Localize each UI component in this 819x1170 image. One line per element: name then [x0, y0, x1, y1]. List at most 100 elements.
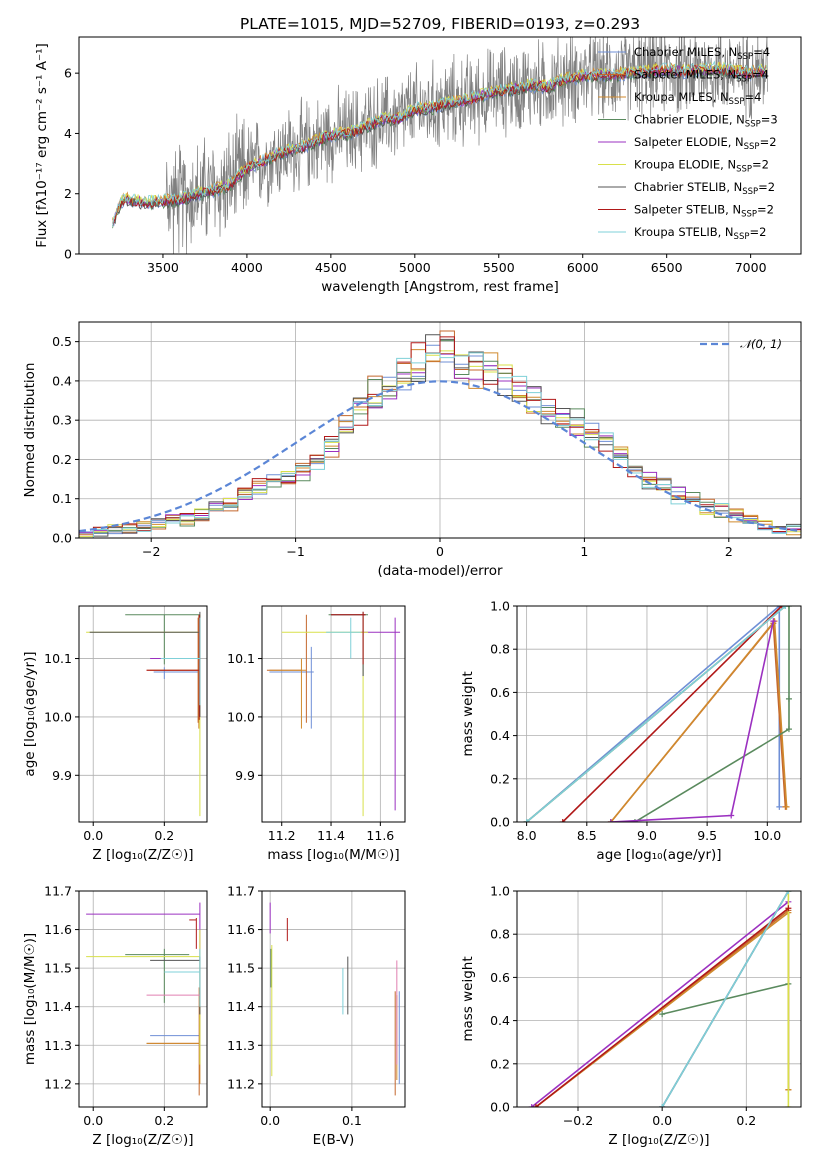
x-tick-label: 0.0	[83, 1113, 103, 1128]
axes-frame	[261, 605, 406, 823]
plot-area-1	[112, 37, 768, 254]
y-tick-label: 11.4	[227, 999, 255, 1014]
y-tick-label: 11.3	[227, 1038, 255, 1053]
x-tick-label: −2	[142, 544, 160, 559]
axes-frame	[516, 605, 802, 823]
y-tick-label: 1.0	[490, 599, 510, 614]
figure-title: PLATE=1015, MJD=52709, FIBERID=0193, z=0…	[240, 15, 640, 33]
legend-value: =4	[753, 45, 770, 59]
x-tick-label: 8.5	[577, 828, 597, 843]
y-tick-label: 0.2	[52, 452, 72, 467]
y-tick-label: 9.9	[235, 768, 255, 783]
cumulative-marker	[532, 1104, 539, 1107]
y-tick-label: 0.8	[490, 927, 510, 942]
legend-label: Chabrier ELODIE, NSSP=3	[634, 113, 778, 130]
legend-value: =4	[752, 68, 769, 82]
plot-area-8	[528, 891, 792, 1107]
y-tick-label: 0.5	[52, 334, 72, 349]
cumulative-marker	[659, 1011, 666, 1018]
y-tick-label: 11.7	[44, 884, 72, 899]
y-tick-label: 0.4	[490, 1013, 510, 1028]
panel-5: 8.0 8.5 9.0 9.5 10.0 0.0 0.2 0.4 0.6 0.8 1.0 age [l…	[460, 599, 802, 863]
y-axis-label: Flux [fλ10⁻¹⁷ erg cm⁻² s⁻¹ A⁻¹]	[34, 43, 50, 248]
x-tick-label: −1	[286, 544, 304, 559]
x-tick-label: 0	[436, 544, 444, 559]
legend-label: Kroupa ELODIE, NSSP=2	[634, 158, 769, 175]
panels: 3500 4000 4500 5000 5500 6000 6500 7000 0 2 4 6 wave…	[22, 36, 802, 1148]
y-tick-label: 0.1	[52, 491, 72, 506]
legend-label: Kroupa STELIB, NSSP=2	[634, 225, 766, 242]
cumulative-marker	[785, 726, 792, 733]
y-tick-label: 10.0	[227, 709, 255, 724]
residual-histogram	[79, 336, 801, 538]
normal-reference-curve	[79, 380, 801, 533]
legend-label: Chabrier MILES, NSSP=4	[634, 45, 770, 62]
x-tick-label: 5500	[483, 260, 515, 275]
x-axis-label: age [log₁₀(age/yr)]	[596, 847, 721, 863]
legend-subscript: SSP	[742, 187, 758, 197]
y-tick-label: 10.1	[44, 651, 72, 666]
cumulative-marker	[782, 606, 789, 609]
y-tick-label: 0.2	[490, 1056, 510, 1071]
legend-label: Salpeter MILES, NSSP=4	[634, 68, 769, 85]
legend-subscript: SSP	[737, 52, 753, 62]
y-tick-label: 0.0	[490, 1100, 510, 1115]
legend-subscript: SSP	[741, 210, 757, 220]
cumulative-line	[610, 619, 788, 822]
model-spectrum	[112, 60, 768, 227]
y-tick-label: 10.0	[44, 709, 72, 724]
axes-frame	[261, 890, 406, 1108]
x-tick-label: 0.0	[652, 1113, 672, 1128]
x-axis-label: mass [log₁₀(M/M☉)]	[267, 847, 399, 863]
residual-histogram	[79, 352, 801, 538]
y-tick-label: 11.3	[44, 1038, 72, 1053]
x-axis-label: E(B-V)	[313, 1132, 355, 1148]
y-tick-label: 0.4	[490, 728, 510, 743]
x-tick-label: 6000	[567, 260, 599, 275]
x-tick-label: 4000	[231, 260, 263, 275]
legend-label: Salpeter STELIB, NSSP=2	[634, 203, 774, 220]
y-tick-label: 0.3	[52, 413, 72, 428]
x-tick-label: 0.1	[342, 1113, 362, 1128]
cumulative-marker	[559, 819, 566, 822]
cumulative-line	[526, 606, 781, 822]
x-tick-label: 10.0	[753, 828, 781, 843]
y-tick-label: 0	[64, 247, 72, 262]
y-tick-label: 0.8	[490, 642, 510, 657]
x-tick-label: 7000	[735, 260, 767, 275]
plot-area-6	[86, 902, 201, 1096]
legend-label: Chabrier STELIB, NSSP=2	[634, 180, 775, 197]
legend-subscript: SSP	[734, 232, 750, 242]
plot-area-3	[86, 611, 201, 817]
plot-area-4	[266, 611, 401, 817]
legend-subscript: SSP	[736, 165, 752, 175]
y-tick-label: 11.5	[227, 961, 255, 976]
x-axis-label: Z [log₁₀(Z/Z☉)]	[92, 1132, 193, 1148]
x-axis-label: (data-model)/error	[377, 563, 503, 579]
panel-2: −2 −1 0 1 2 0.0 0.1 0.2 0.3 0.4 0.5 (data-model)/er…	[22, 321, 802, 579]
x-tick-label: 9.0	[637, 828, 657, 843]
cumulative-marker	[783, 803, 790, 810]
model-spectrum	[112, 65, 767, 226]
cumulative-line	[562, 606, 783, 822]
x-tick-label: 4500	[315, 260, 347, 275]
panel-6: 0.0 0.2 11.2 11.3 11.4 11.5 11.6 11.7 Z [log₁₀(Z…	[22, 884, 208, 1148]
x-tick-label: 0.0	[83, 828, 103, 843]
x-tick-label: 11.2	[268, 828, 296, 843]
axes-frame	[78, 890, 208, 1108]
y-axis-label: mass [log₁₀(M/M☉)]	[22, 933, 38, 1065]
cumulative-line	[661, 891, 790, 1107]
cumulative-line	[531, 901, 789, 1107]
y-tick-label: 11.4	[44, 999, 72, 1014]
cumulative-line	[610, 621, 787, 822]
legend-subscript: SSP	[736, 75, 752, 85]
cumulative-line	[634, 606, 790, 822]
y-tick-label: 11.6	[44, 922, 72, 937]
y-tick-label: 4	[64, 126, 72, 141]
x-axis-label: Z [log₁₀(Z/Z☉)]	[608, 1132, 709, 1148]
x-tick-label: 2	[725, 544, 733, 559]
y-tick-label: 6	[64, 66, 72, 81]
x-tick-label: 0.2	[154, 828, 174, 843]
legend-label: 𝒩(0, 1)	[740, 337, 782, 351]
